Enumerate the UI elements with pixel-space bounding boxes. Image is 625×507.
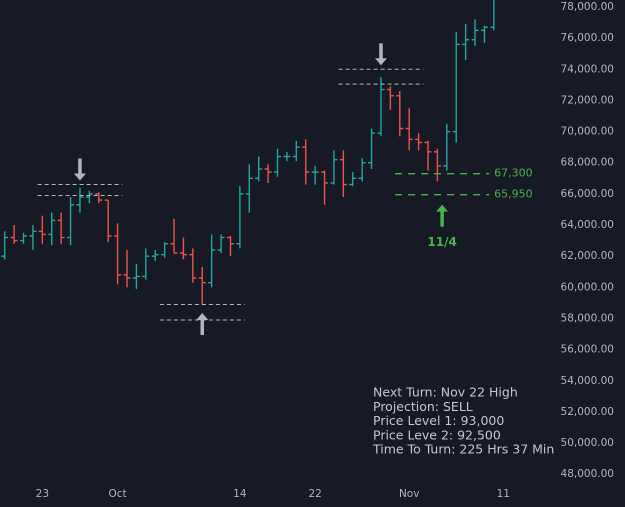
note-line: Projection: SELL [373,399,473,414]
y-tick-label: 68,000.00 [561,157,614,169]
y-tick-label: 70,000.00 [561,126,614,138]
y-tick-label: 54,000.00 [561,375,614,387]
arrow-head [73,173,86,181]
plot-area [1,0,495,305]
y-tick-label: 48,000.00 [561,468,614,480]
y-tick-label: 58,000.00 [561,312,614,324]
y-tick-label: 72,000.00 [561,94,614,106]
y-tick-label: 50,000.00 [561,437,614,449]
note-line: Next Turn: Nov 22 High [373,385,518,400]
x-tick-label: Oct [109,488,127,500]
x-tick-label: 22 [308,488,321,500]
y-tick-label: 62,000.00 [561,250,614,262]
arrow-head [374,58,387,66]
y-tick-label: 76,000.00 [561,32,614,44]
y-tick-label: 56,000.00 [561,344,614,356]
note-line: Price Leve 2: 92,500 [373,427,501,442]
y-tick-label: 66,000.00 [561,188,614,200]
arrow-head [196,313,209,321]
arrow-label: 11/4 [427,235,456,249]
arrow-head [436,204,449,212]
x-tick-label: 23 [36,488,49,500]
y-tick-label: 78,000.00 [561,1,614,13]
note-line: Price Level 1: 93,000 [373,413,504,428]
level-label: 65,950 [494,188,533,201]
y-tick-label: 74,000.00 [561,63,614,75]
y-tick-label: 60,000.00 [561,281,614,293]
level-label: 67,300 [494,167,533,180]
y-tick-label: 52,000.00 [561,406,614,418]
x-tick-label: 11 [497,488,510,500]
y-tick-label: 64,000.00 [561,219,614,231]
overlay: 67,300 65,950 11/4 [37,43,533,336]
x-tick-label: 14 [233,488,247,500]
x-tick-label: Nov [399,488,420,500]
note-line: Time To Turn: 225 Hrs 37 Min [372,442,554,457]
